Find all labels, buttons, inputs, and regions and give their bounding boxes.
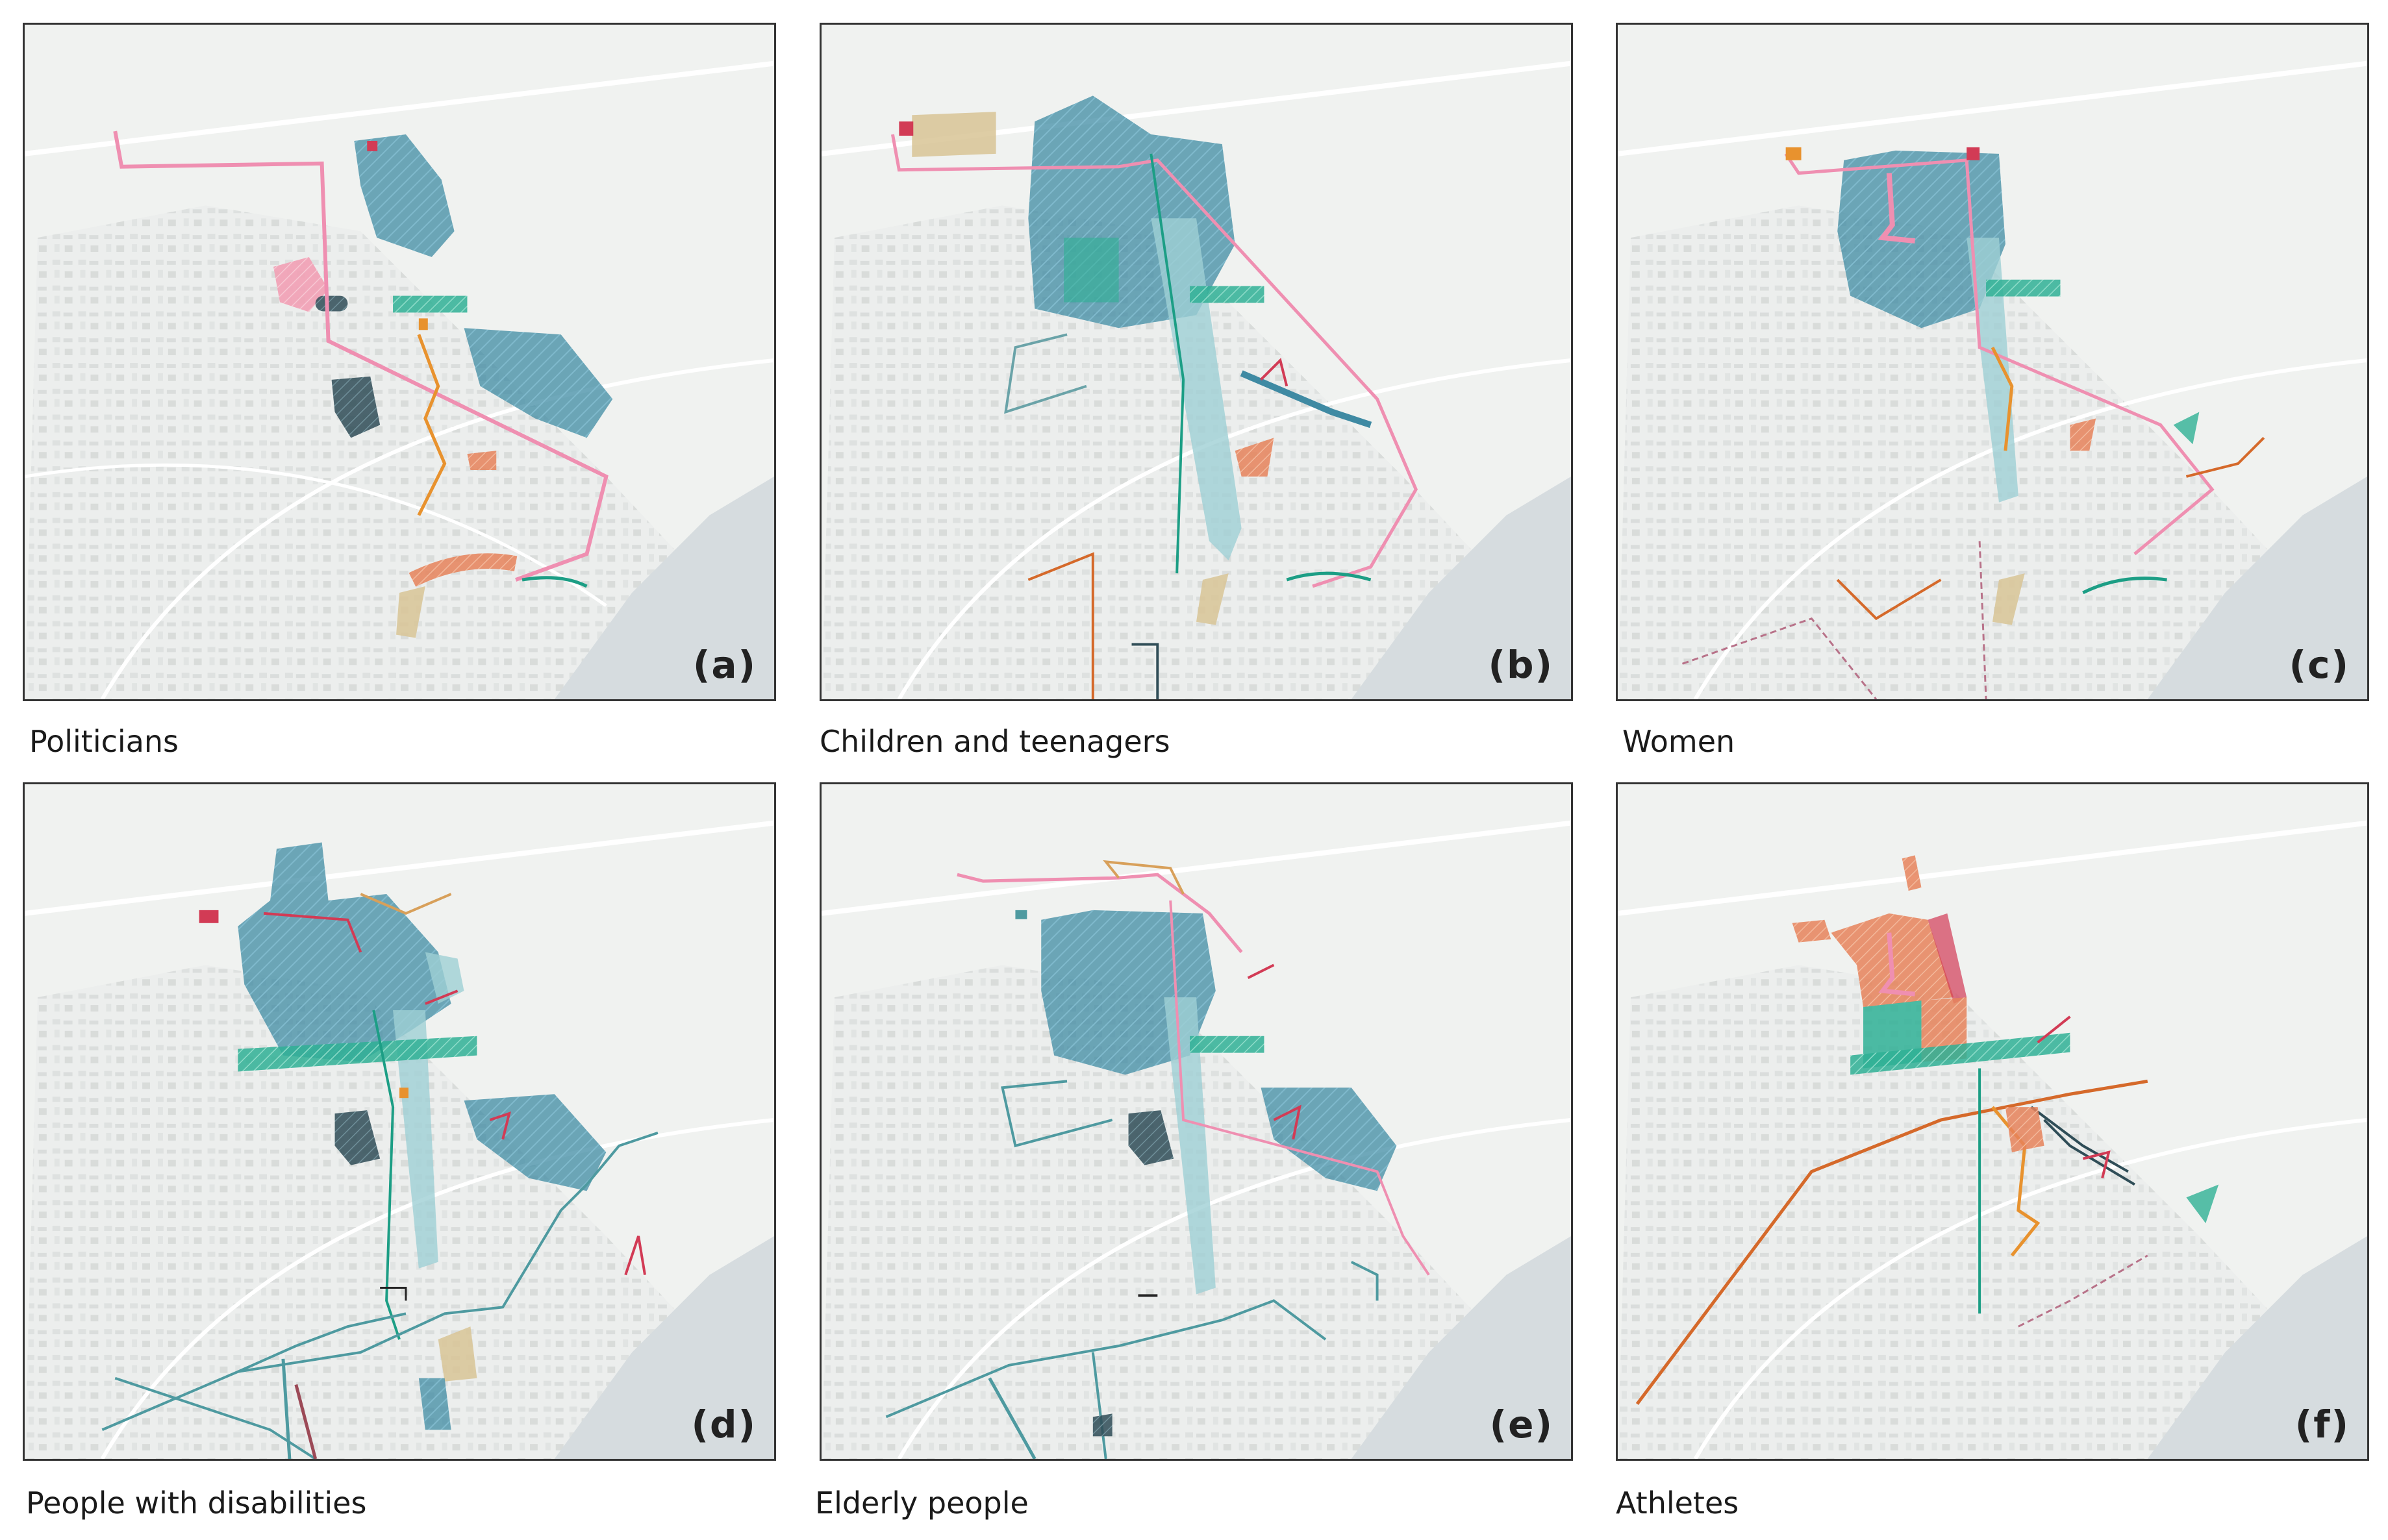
strip-teal [238, 1036, 477, 1072]
route-orange-hatched [408, 553, 518, 587]
panel-caption: Children and teenagers [820, 724, 1170, 759]
route-orange [1991, 347, 2014, 451]
route-pink [957, 873, 1243, 954]
base-map [1618, 784, 2367, 1459]
panel-letter: (d) [691, 1402, 757, 1447]
base-map [1618, 25, 2367, 699]
strip-light-teal [1164, 997, 1216, 1295]
panel-caption: Athletes [1616, 1485, 1739, 1521]
panel-letter: (c) [2289, 643, 2350, 687]
base-map [822, 25, 1571, 699]
panel-caption: People with disabilities [26, 1485, 367, 1521]
map-frame [23, 782, 776, 1461]
map-frame [1616, 782, 2369, 1461]
zone-blue [238, 842, 451, 1062]
base-map [25, 25, 774, 699]
map-frame [23, 23, 776, 701]
sea-area [554, 476, 774, 699]
map-panel-c: (c) [1616, 23, 2369, 701]
sea-area [1351, 476, 1571, 699]
zone-dark [331, 376, 381, 438]
sea-area [554, 1236, 774, 1459]
panel-letter: (b) [1488, 643, 1553, 687]
sea-area [2147, 1236, 2367, 1459]
strip-teal [1190, 286, 1264, 303]
route-orange [1027, 552, 1094, 699]
zone-blue [1837, 150, 2005, 329]
zone-tan [912, 112, 996, 157]
zone-blue [464, 328, 613, 438]
route-pink [890, 134, 1418, 588]
route-pink [113, 130, 609, 582]
panel-caption: Politicians [29, 724, 179, 759]
panel-letter: (f) [2294, 1402, 2350, 1447]
panel-caption: Women [1622, 724, 1735, 759]
route-orange [1635, 1079, 2148, 1405]
route-green [522, 576, 588, 588]
zone-blue [354, 134, 455, 257]
strip-teal [1190, 1036, 1264, 1053]
sea-area [2147, 476, 2367, 699]
panel-caption: Elderly people [815, 1485, 1029, 1521]
base-map [25, 784, 774, 1459]
route-orange [417, 334, 447, 516]
route-green [1150, 153, 1185, 574]
map-panel-d: (d) [23, 782, 776, 1461]
panel-letter: (e) [1489, 1402, 1553, 1447]
map-panel-e: (e) [820, 782, 1573, 1461]
panel-letter: (a) [692, 643, 757, 687]
strip-teal [393, 295, 468, 313]
sea-area [1351, 1236, 1571, 1459]
route-pink [1784, 153, 2215, 556]
strip-light-teal [393, 1010, 438, 1269]
map-panel-a: (a) [23, 23, 776, 701]
map-panel-f: (f) [1616, 782, 2369, 1461]
strip-teal [1850, 1032, 2070, 1075]
base-map [822, 784, 1571, 1459]
map-panel-b: (b) [820, 23, 1573, 701]
map-frame [820, 23, 1573, 701]
map-frame [1616, 23, 2369, 701]
zone-tan [396, 586, 425, 638]
zone-pink [273, 256, 329, 312]
route-green [372, 1010, 401, 1340]
map-frame [820, 782, 1573, 1461]
